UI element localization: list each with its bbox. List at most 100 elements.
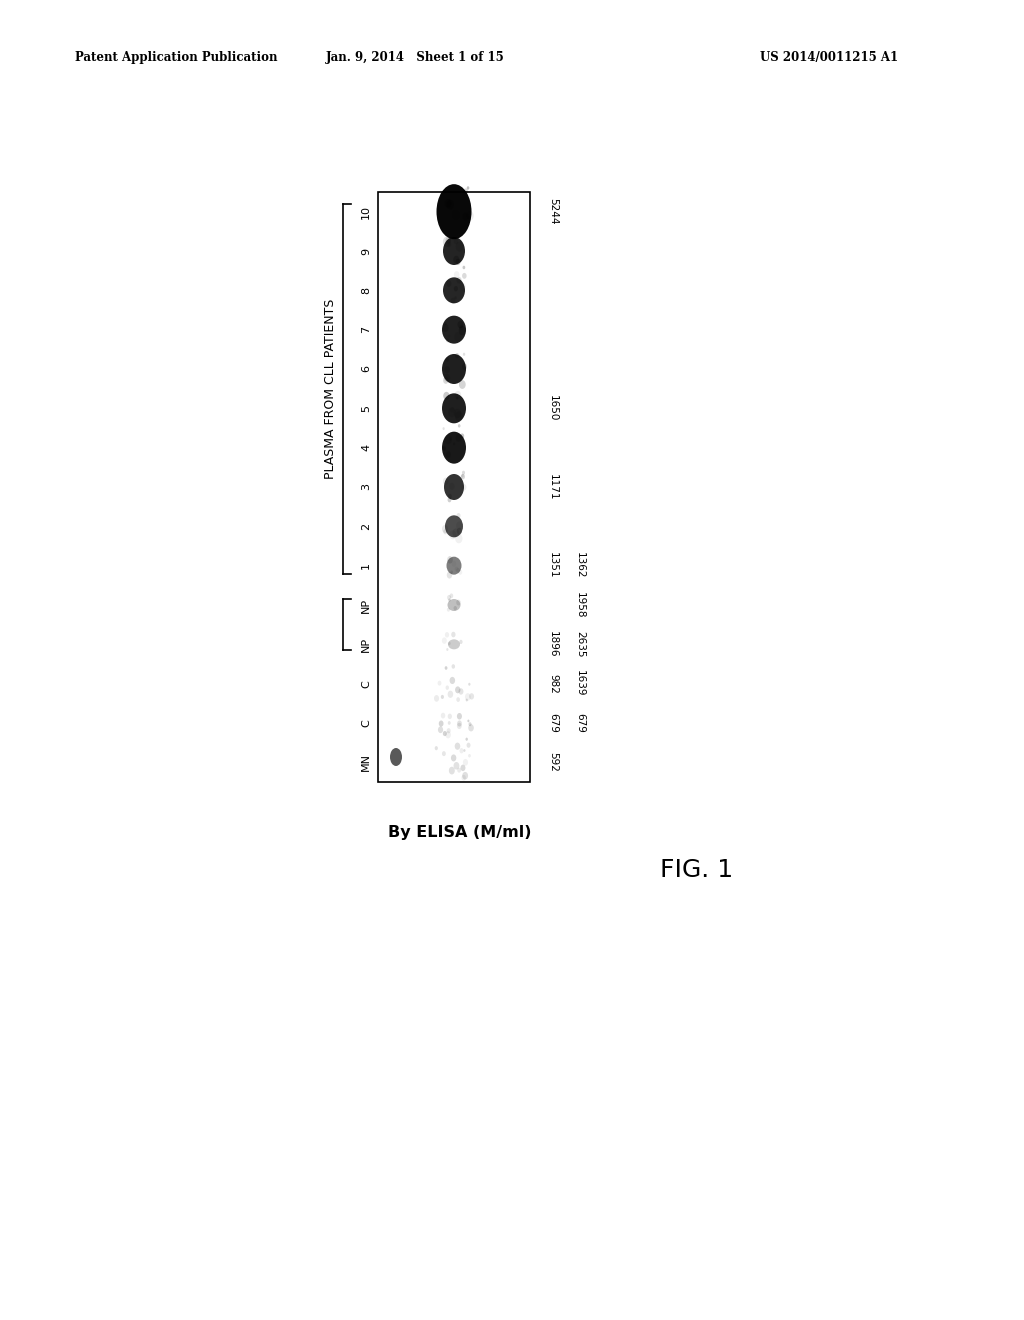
Ellipse shape	[456, 259, 461, 265]
Ellipse shape	[442, 393, 466, 424]
Ellipse shape	[468, 216, 471, 219]
Ellipse shape	[443, 392, 450, 400]
Ellipse shape	[442, 315, 466, 343]
Ellipse shape	[455, 412, 463, 421]
Ellipse shape	[455, 686, 461, 693]
Ellipse shape	[442, 354, 466, 384]
Ellipse shape	[438, 721, 443, 727]
Ellipse shape	[455, 352, 459, 358]
Ellipse shape	[455, 743, 460, 750]
Ellipse shape	[442, 525, 449, 533]
Ellipse shape	[445, 731, 451, 738]
Ellipse shape	[462, 484, 467, 491]
Ellipse shape	[444, 632, 450, 638]
Ellipse shape	[468, 682, 470, 685]
Ellipse shape	[458, 424, 461, 428]
Ellipse shape	[459, 326, 466, 335]
Ellipse shape	[457, 599, 461, 606]
Ellipse shape	[456, 396, 459, 400]
Ellipse shape	[446, 572, 453, 578]
Ellipse shape	[442, 751, 445, 756]
Ellipse shape	[457, 713, 462, 719]
Ellipse shape	[467, 743, 470, 748]
Ellipse shape	[446, 339, 449, 342]
Ellipse shape	[456, 521, 463, 529]
Text: 679: 679	[575, 713, 585, 733]
Ellipse shape	[447, 334, 451, 338]
Bar	[378, 191, 530, 781]
Ellipse shape	[454, 606, 457, 610]
Ellipse shape	[449, 494, 452, 499]
Ellipse shape	[452, 632, 456, 638]
Ellipse shape	[467, 719, 469, 722]
Ellipse shape	[442, 432, 466, 463]
Ellipse shape	[463, 352, 465, 356]
Ellipse shape	[460, 748, 464, 754]
Ellipse shape	[447, 714, 452, 719]
Text: Patent Application Publication: Patent Application Publication	[75, 51, 278, 65]
Ellipse shape	[434, 696, 439, 702]
Ellipse shape	[469, 693, 474, 700]
Ellipse shape	[460, 282, 466, 290]
Ellipse shape	[450, 594, 454, 598]
Ellipse shape	[454, 256, 460, 264]
Ellipse shape	[447, 690, 454, 698]
Ellipse shape	[457, 697, 460, 702]
Ellipse shape	[442, 731, 446, 737]
Text: 5: 5	[361, 405, 371, 412]
Text: 982: 982	[548, 673, 558, 693]
Text: 5244: 5244	[548, 198, 558, 224]
Text: 1958: 1958	[575, 591, 585, 618]
Text: 1639: 1639	[575, 671, 585, 697]
Ellipse shape	[457, 277, 462, 284]
Ellipse shape	[462, 772, 468, 780]
Text: 10: 10	[361, 205, 371, 219]
Ellipse shape	[444, 434, 452, 444]
Text: 4: 4	[361, 444, 371, 451]
Ellipse shape	[455, 533, 463, 544]
Ellipse shape	[437, 681, 441, 685]
Ellipse shape	[455, 333, 462, 342]
Ellipse shape	[438, 726, 443, 733]
Ellipse shape	[459, 380, 466, 389]
Text: 2: 2	[361, 523, 371, 529]
Ellipse shape	[449, 767, 455, 775]
Text: 1650: 1650	[548, 395, 558, 421]
Ellipse shape	[447, 498, 452, 503]
Ellipse shape	[390, 748, 402, 766]
Ellipse shape	[441, 638, 446, 644]
Ellipse shape	[443, 277, 465, 304]
Text: 1171: 1171	[548, 474, 558, 500]
Ellipse shape	[442, 236, 451, 247]
Ellipse shape	[461, 474, 465, 479]
Ellipse shape	[459, 570, 462, 574]
Ellipse shape	[451, 408, 454, 413]
Ellipse shape	[465, 693, 471, 701]
Ellipse shape	[447, 556, 453, 564]
Text: NP: NP	[361, 598, 371, 612]
Ellipse shape	[454, 409, 461, 418]
Ellipse shape	[463, 213, 468, 220]
Text: NP: NP	[361, 636, 371, 652]
Ellipse shape	[443, 374, 451, 381]
Text: 679: 679	[548, 713, 558, 733]
Text: 2635: 2635	[575, 631, 585, 657]
Ellipse shape	[447, 721, 451, 725]
Text: 3: 3	[361, 483, 371, 491]
Ellipse shape	[435, 746, 438, 750]
Ellipse shape	[450, 437, 452, 441]
Text: 7: 7	[361, 326, 371, 333]
Ellipse shape	[444, 667, 447, 669]
Ellipse shape	[460, 325, 464, 330]
Text: 9: 9	[361, 247, 371, 255]
Ellipse shape	[446, 648, 449, 651]
Ellipse shape	[462, 471, 465, 475]
Ellipse shape	[449, 408, 456, 417]
Ellipse shape	[447, 642, 451, 645]
Ellipse shape	[446, 199, 454, 210]
Ellipse shape	[443, 378, 449, 384]
Ellipse shape	[442, 446, 445, 450]
Ellipse shape	[446, 557, 462, 574]
Ellipse shape	[450, 677, 455, 684]
Ellipse shape	[453, 442, 456, 445]
